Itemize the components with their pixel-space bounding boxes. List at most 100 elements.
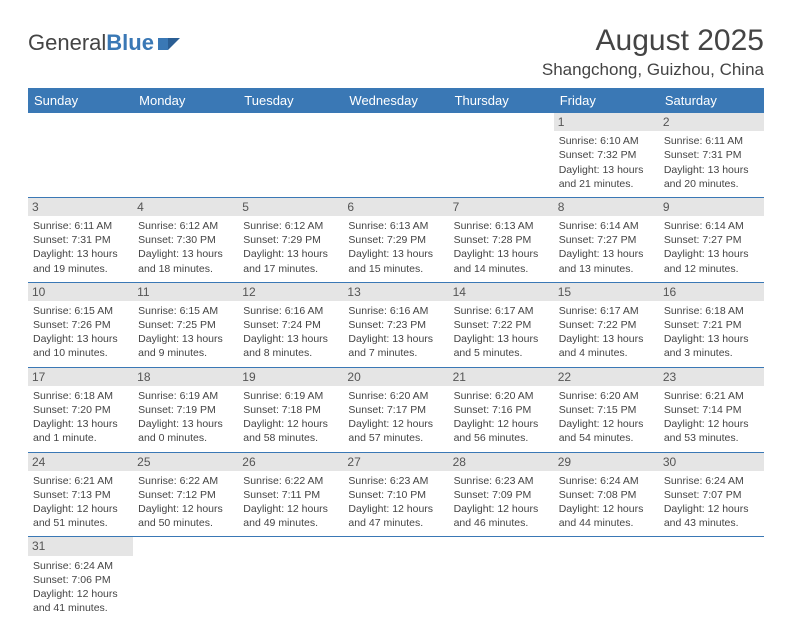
sunset-text: Sunset: 7:06 PM bbox=[33, 573, 128, 587]
sunrise-text: Sunrise: 6:24 AM bbox=[664, 474, 759, 488]
calendar-cell: . bbox=[449, 113, 554, 197]
sunset-text: Sunset: 7:29 PM bbox=[348, 233, 443, 247]
calendar-cell: 7Sunrise: 6:13 AMSunset: 7:28 PMDaylight… bbox=[449, 197, 554, 282]
sunrise-text: Sunrise: 6:20 AM bbox=[559, 389, 654, 403]
day-number: 10 bbox=[28, 283, 133, 301]
daylight-text: Daylight: 13 hours bbox=[33, 332, 128, 346]
daylight-text: and 8 minutes. bbox=[243, 346, 338, 360]
sunrise-text: Sunrise: 6:13 AM bbox=[348, 219, 443, 233]
sunrise-text: Sunrise: 6:17 AM bbox=[559, 304, 654, 318]
day-number: 28 bbox=[449, 453, 554, 471]
daylight-text: and 20 minutes. bbox=[664, 177, 759, 191]
calendar-row: 17Sunrise: 6:18 AMSunset: 7:20 PMDayligh… bbox=[28, 367, 764, 452]
calendar-cell: 16Sunrise: 6:18 AMSunset: 7:21 PMDayligh… bbox=[659, 282, 764, 367]
daylight-text: Daylight: 13 hours bbox=[559, 332, 654, 346]
day-number: 25 bbox=[133, 453, 238, 471]
calendar-cell: 31Sunrise: 6:24 AMSunset: 7:06 PMDayligh… bbox=[28, 537, 133, 621]
calendar-cell: 19Sunrise: 6:19 AMSunset: 7:18 PMDayligh… bbox=[238, 367, 343, 452]
daylight-text: and 13 minutes. bbox=[559, 262, 654, 276]
sunset-text: Sunset: 7:18 PM bbox=[243, 403, 338, 417]
sunset-text: Sunset: 7:22 PM bbox=[454, 318, 549, 332]
weekday-header: Wednesday bbox=[343, 88, 448, 113]
day-number: 24 bbox=[28, 453, 133, 471]
sunrise-text: Sunrise: 6:19 AM bbox=[243, 389, 338, 403]
sunrise-text: Sunrise: 6:23 AM bbox=[348, 474, 443, 488]
calendar-cell: . bbox=[238, 113, 343, 197]
daylight-text: Daylight: 13 hours bbox=[664, 332, 759, 346]
calendar-cell: 13Sunrise: 6:16 AMSunset: 7:23 PMDayligh… bbox=[343, 282, 448, 367]
day-number: 23 bbox=[659, 368, 764, 386]
daylight-text: Daylight: 12 hours bbox=[348, 417, 443, 431]
daylight-text: Daylight: 12 hours bbox=[454, 502, 549, 516]
calendar-cell: 24Sunrise: 6:21 AMSunset: 7:13 PMDayligh… bbox=[28, 452, 133, 537]
sunset-text: Sunset: 7:20 PM bbox=[33, 403, 128, 417]
sunset-text: Sunset: 7:25 PM bbox=[138, 318, 233, 332]
daylight-text: and 1 minute. bbox=[33, 431, 128, 445]
sunrise-text: Sunrise: 6:16 AM bbox=[348, 304, 443, 318]
location: Shangchong, Guizhou, China bbox=[542, 60, 764, 80]
calendar-cell: . bbox=[659, 537, 764, 621]
sunset-text: Sunset: 7:22 PM bbox=[559, 318, 654, 332]
daylight-text: Daylight: 13 hours bbox=[559, 163, 654, 177]
sunset-text: Sunset: 7:07 PM bbox=[664, 488, 759, 502]
sunrise-text: Sunrise: 6:13 AM bbox=[454, 219, 549, 233]
daylight-text: Daylight: 13 hours bbox=[664, 247, 759, 261]
sunset-text: Sunset: 7:17 PM bbox=[348, 403, 443, 417]
daylight-text: Daylight: 12 hours bbox=[348, 502, 443, 516]
weekday-header: Saturday bbox=[659, 88, 764, 113]
flag-icon bbox=[158, 30, 184, 56]
day-number: 6 bbox=[343, 198, 448, 216]
calendar-cell: . bbox=[133, 537, 238, 621]
daylight-text: Daylight: 13 hours bbox=[664, 163, 759, 177]
day-number: 19 bbox=[238, 368, 343, 386]
calendar-cell: 2Sunrise: 6:11 AMSunset: 7:31 PMDaylight… bbox=[659, 113, 764, 197]
daylight-text: and 49 minutes. bbox=[243, 516, 338, 530]
day-number: 22 bbox=[554, 368, 659, 386]
daylight-text: Daylight: 12 hours bbox=[664, 502, 759, 516]
daylight-text: and 15 minutes. bbox=[348, 262, 443, 276]
daylight-text: Daylight: 13 hours bbox=[138, 247, 233, 261]
calendar-cell: . bbox=[238, 537, 343, 621]
daylight-text: and 54 minutes. bbox=[559, 431, 654, 445]
calendar-cell: 1Sunrise: 6:10 AMSunset: 7:32 PMDaylight… bbox=[554, 113, 659, 197]
daylight-text: and 53 minutes. bbox=[664, 431, 759, 445]
sunset-text: Sunset: 7:13 PM bbox=[33, 488, 128, 502]
sunset-text: Sunset: 7:29 PM bbox=[243, 233, 338, 247]
sunset-text: Sunset: 7:27 PM bbox=[559, 233, 654, 247]
calendar-cell: 6Sunrise: 6:13 AMSunset: 7:29 PMDaylight… bbox=[343, 197, 448, 282]
calendar-cell: 11Sunrise: 6:15 AMSunset: 7:25 PMDayligh… bbox=[133, 282, 238, 367]
sunrise-text: Sunrise: 6:14 AM bbox=[559, 219, 654, 233]
day-number: 4 bbox=[133, 198, 238, 216]
day-number: 13 bbox=[343, 283, 448, 301]
calendar-cell: . bbox=[343, 537, 448, 621]
calendar-cell: 18Sunrise: 6:19 AMSunset: 7:19 PMDayligh… bbox=[133, 367, 238, 452]
sunrise-text: Sunrise: 6:24 AM bbox=[33, 559, 128, 573]
day-number: 20 bbox=[343, 368, 448, 386]
day-number: 31 bbox=[28, 537, 133, 555]
day-number: 29 bbox=[554, 453, 659, 471]
daylight-text: and 41 minutes. bbox=[33, 601, 128, 615]
daylight-text: Daylight: 13 hours bbox=[138, 332, 233, 346]
calendar-cell: 30 Sunrise: 6:24 AMSunset: 7:07 PMDayligh… bbox=[659, 452, 764, 537]
daylight-text: and 7 minutes. bbox=[348, 346, 443, 360]
calendar-cell: . bbox=[449, 537, 554, 621]
daylight-text: Daylight: 12 hours bbox=[243, 502, 338, 516]
day-number: 30 bbox=[659, 453, 764, 471]
calendar-cell: 23Sunrise: 6:21 AMSunset: 7:14 PMDayligh… bbox=[659, 367, 764, 452]
calendar-cell: . bbox=[343, 113, 448, 197]
daylight-text: and 21 minutes. bbox=[559, 177, 654, 191]
daylight-text: and 4 minutes. bbox=[559, 346, 654, 360]
sunrise-text: Sunrise: 6:15 AM bbox=[33, 304, 128, 318]
sunset-text: Sunset: 7:15 PM bbox=[559, 403, 654, 417]
sunset-text: Sunset: 7:11 PM bbox=[243, 488, 338, 502]
daylight-text: Daylight: 13 hours bbox=[33, 417, 128, 431]
sunset-text: Sunset: 7:23 PM bbox=[348, 318, 443, 332]
calendar-row: .....1Sunrise: 6:10 AMSunset: 7:32 PMDay… bbox=[28, 113, 764, 197]
day-number: 8 bbox=[554, 198, 659, 216]
day-number: 9 bbox=[659, 198, 764, 216]
sunrise-text: Sunrise: 6:10 AM bbox=[559, 134, 654, 148]
calendar-cell: 14Sunrise: 6:17 AMSunset: 7:22 PMDayligh… bbox=[449, 282, 554, 367]
sunset-text: Sunset: 7:24 PM bbox=[243, 318, 338, 332]
sunrise-text: Sunrise: 6:17 AM bbox=[454, 304, 549, 318]
daylight-text: Daylight: 13 hours bbox=[454, 247, 549, 261]
